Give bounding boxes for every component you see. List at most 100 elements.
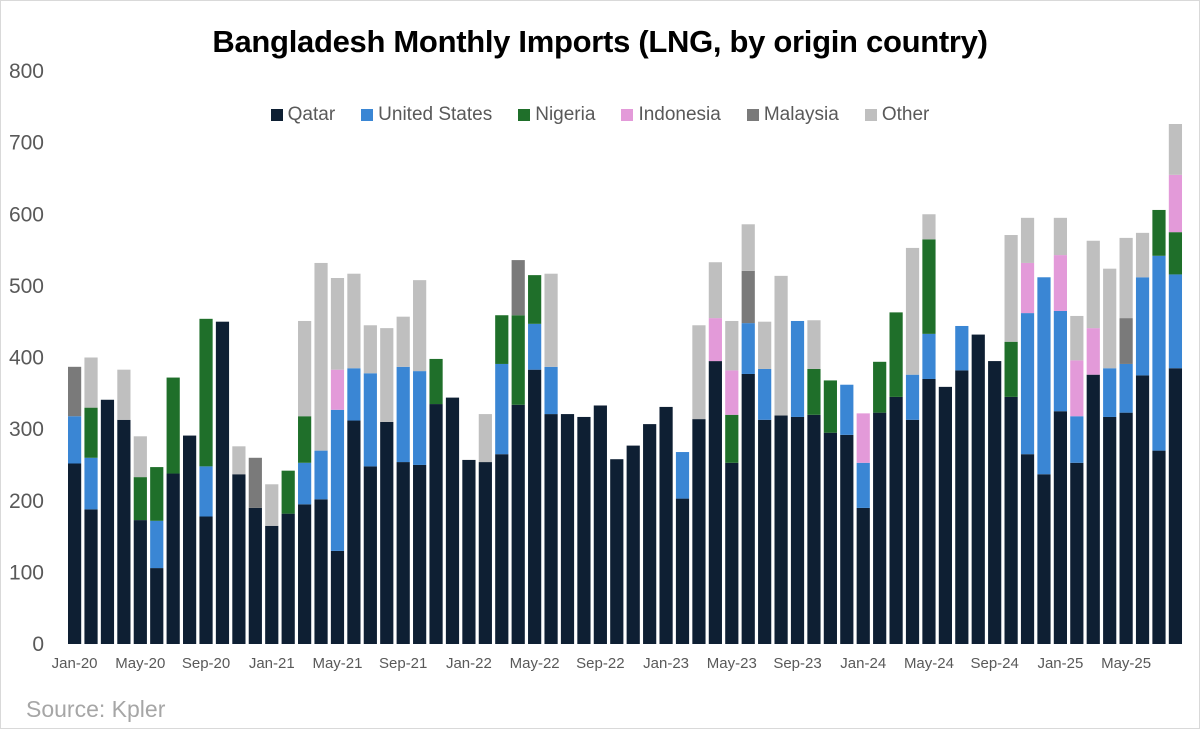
bar-segment-united-states-apr-21: [314, 450, 328, 500]
bar-segment-nigeria-jul-25: [1152, 209, 1166, 256]
y-tick-label: 800: [9, 60, 44, 83]
bar-segment-nigeria-nov-21: [429, 358, 443, 405]
bar-segment-malaysia-jan-20: [68, 366, 82, 417]
bar-segment-malaysia-apr-22: [511, 260, 525, 316]
bar-segment-qatar-mar-23: [692, 419, 706, 644]
bar-segment-other-may-25: [1119, 237, 1133, 319]
bar-segment-united-states-may-22: [528, 323, 542, 370]
bar-segment-other-apr-20: [117, 369, 131, 420]
bar-segment-other-mar-23: [692, 325, 706, 420]
bar-segment-malaysia-dec-20: [248, 457, 262, 508]
y-tick-label: 200: [9, 490, 44, 513]
legend-item-indonesia: Indonesia: [621, 104, 721, 126]
bar-segment-other-may-24: [922, 214, 936, 240]
bar-segment-qatar-dec-24: [1037, 474, 1051, 644]
bar-segment-indonesia-may-23: [725, 370, 739, 415]
bar-segment-qatar-jan-25: [1053, 411, 1067, 644]
bar-segment-nigeria-mar-21: [298, 416, 312, 463]
bar-segment-qatar-apr-24: [905, 419, 920, 644]
bar-segment-qatar-may-23: [725, 462, 739, 644]
bar-segment-united-states-apr-24: [905, 374, 920, 420]
x-tick-label: Jan-20: [52, 655, 98, 672]
y-tick-label: 300: [9, 418, 44, 441]
bar-segment-qatar-aug-22: [577, 416, 591, 644]
bar-segment-qatar-jun-21: [347, 420, 361, 644]
legend-label: Indonesia: [638, 104, 721, 125]
x-tick-label: Jan-22: [446, 655, 492, 672]
bar-segment-united-states-oct-21: [413, 371, 427, 465]
bar-segment-other-mar-21: [298, 320, 312, 417]
bar-segment-united-states-dec-23: [840, 384, 854, 435]
bar-segment-united-states-aug-25: [1168, 274, 1183, 369]
legend-swatch: [518, 109, 531, 121]
legend-label: Qatar: [287, 104, 336, 125]
bar-segment-nigeria-mar-24: [889, 312, 903, 397]
bar-segment-qatar-dec-21: [445, 397, 460, 644]
y-tick-label: 100: [9, 561, 44, 584]
bar-segment-qatar-apr-22: [511, 404, 525, 644]
bar-segment-qatar-jul-25: [1152, 450, 1166, 644]
bar-segment-united-states-feb-20: [84, 457, 98, 510]
bar-segment-qatar-aug-21: [380, 421, 394, 644]
bar-segment-united-states-may-21: [330, 409, 345, 551]
bar-segment-qatar-apr-23: [708, 361, 722, 644]
legend-swatch: [270, 109, 283, 121]
bar-segment-indonesia-jan-24: [856, 413, 870, 463]
bar-segment-united-states-feb-23: [675, 452, 690, 499]
bar-segment-qatar-mar-20: [100, 399, 115, 644]
bar-segment-other-may-21: [330, 278, 345, 370]
bar-segment-united-states-jan-24: [856, 462, 870, 508]
bar-segment-united-states-nov-24: [1020, 313, 1035, 455]
bar-segment-nigeria-may-20: [133, 477, 147, 521]
bar-segment-qatar-mar-22: [495, 454, 509, 644]
legend-item-qatar: Qatar: [270, 104, 336, 126]
bar-segment-nigeria-jun-20: [150, 467, 164, 521]
bar-segment-united-states-jul-21: [363, 373, 377, 467]
y-tick-label: 500: [9, 275, 44, 298]
bar-segment-united-states-jul-23: [758, 368, 772, 420]
bar-segment-qatar-sep-22: [593, 405, 607, 644]
bar-segment-indonesia-apr-23: [708, 318, 722, 362]
bar-segment-qatar-jul-20: [166, 473, 180, 644]
bar-segment-qatar-sep-20: [199, 516, 213, 644]
bar-segment-united-states-may-24: [922, 333, 936, 379]
bar-segment-other-nov-20: [232, 446, 246, 475]
bar-segment-qatar-aug-23: [774, 415, 788, 644]
bar-segment-qatar-jan-21: [265, 525, 279, 644]
bar-segment-qatar-jun-23: [741, 373, 755, 644]
bar-segment-united-states-jul-25: [1152, 255, 1166, 451]
bar-segment-united-states-jun-23: [741, 323, 755, 374]
bar-segment-indonesia-nov-24: [1020, 262, 1035, 314]
bar-segment-united-states-jun-21: [347, 368, 361, 421]
bar-segment-qatar-jul-23: [758, 419, 772, 644]
legend-swatch: [746, 109, 759, 121]
bar-segment-qatar-oct-24: [1004, 396, 1018, 644]
bar-segment-malaysia-may-25: [1119, 318, 1133, 364]
x-tick-label: May-25: [1101, 655, 1151, 672]
bar-segment-united-states-dec-24: [1037, 277, 1051, 475]
legend-label: Nigeria: [535, 104, 596, 125]
chart-title: Bangladesh Monthly Imports (LNG, by orig…: [212, 24, 988, 59]
bar-segment-indonesia-aug-25: [1168, 174, 1183, 233]
bar-segment-nigeria-mar-22: [495, 315, 509, 364]
bar-segment-united-states-sep-23: [790, 320, 805, 417]
bar-segment-other-jan-25: [1053, 217, 1067, 256]
bar-segment-nigeria-oct-23: [807, 368, 821, 415]
bar-segment-united-states-sep-20: [199, 466, 213, 517]
bar-segment-qatar-jun-24: [938, 386, 952, 644]
bar-segment-qatar-may-20: [133, 520, 147, 644]
bar-segment-other-jun-25: [1135, 232, 1150, 278]
bar-segment-qatar-dec-20: [248, 507, 262, 644]
legend-label: Other: [881, 104, 930, 125]
x-tick-label: Sep-22: [576, 655, 624, 672]
bar-segment-qatar-oct-20: [215, 321, 230, 644]
legend-swatch: [621, 109, 634, 121]
bar-segment-qatar-feb-23: [675, 498, 690, 644]
bar-segment-other-oct-24: [1004, 235, 1018, 342]
bar-segment-other-feb-20: [84, 357, 98, 408]
x-tick-label: Jan-24: [840, 655, 886, 672]
bar-segment-qatar-may-21: [330, 550, 345, 644]
y-tick-label: 400: [9, 347, 44, 370]
bar-segment-qatar-may-22: [528, 369, 542, 644]
